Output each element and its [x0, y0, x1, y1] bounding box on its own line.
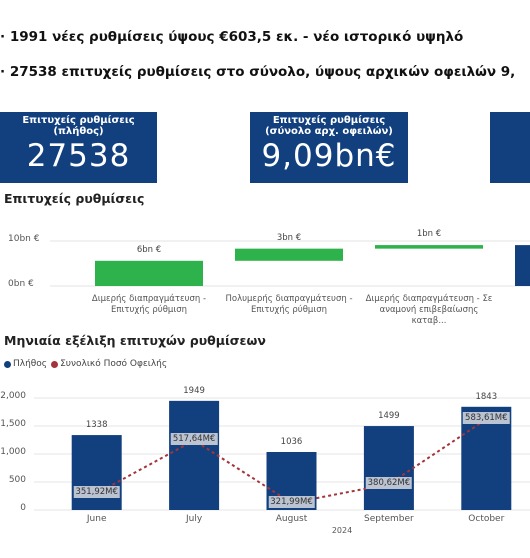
- kpi-card: Μ.ό33: [490, 112, 530, 183]
- y-tick-label: 1,500: [0, 419, 26, 429]
- value-label: 6bn €: [136, 244, 162, 255]
- legend-label: Πλήθος: [13, 359, 48, 369]
- bar: [235, 248, 343, 261]
- value-label: 1499: [378, 411, 400, 422]
- x-tick-label: Πολυμερής διαπραγμάτευση - Επιτυχής ρύθμ…: [225, 294, 353, 315]
- value-label: 1bn €: [416, 229, 442, 240]
- bar: [71, 435, 122, 510]
- value-label: 1949: [183, 385, 205, 396]
- section-title: Μηνιαία εξέλιξη επιτυχών ρυθμίσεων: [4, 333, 266, 348]
- y-tick-label: 0bn €: [8, 279, 34, 289]
- value-label: 3bn €: [276, 232, 302, 243]
- value-label: 1338: [85, 420, 108, 431]
- point-label: 583,61M€: [463, 412, 510, 425]
- value-label: 1843: [475, 391, 498, 402]
- x-tick-label: Διμερής διαπραγμάτευση - Επιτυχής ρύθμισ…: [91, 294, 207, 315]
- y-tick-label: 10bn €: [8, 234, 40, 244]
- point-label: 321,99M€: [268, 495, 315, 508]
- x-tick-label: July: [186, 514, 203, 524]
- kpi-title: Επιτυχείς ρυθμίσεις (πλήθος): [22, 115, 135, 137]
- legend-marker: [4, 360, 11, 368]
- kpi-card: Επιτυχείς ρυθμίσεις (σύνολο αρχ. οφειλών…: [250, 112, 408, 183]
- bar: [363, 426, 414, 510]
- kpi-card: Επιτυχείς ρυθμίσεις (πλήθος) 27538: [0, 112, 157, 183]
- x-tick-label: August: [275, 514, 308, 524]
- legend-marker: [51, 360, 59, 368]
- y-tick-label: 0: [20, 503, 26, 513]
- section-title: Επιτυχείς ρυθμίσεις: [4, 191, 145, 206]
- line: [96, 418, 487, 505]
- kpi-value: 27538: [26, 138, 131, 174]
- bullet: · 27538 επιτυχείς ρυθμίσεις στο σύνολο, …: [0, 64, 516, 80]
- bullet: · 1991 νέες ρυθμίσεις ύψους €603,5 εκ. -…: [0, 29, 464, 45]
- bar: [95, 260, 203, 286]
- bar: [169, 400, 220, 510]
- kpi-title: Μ.ό: [496, 115, 530, 126]
- point-label: 517,64M€: [170, 433, 218, 446]
- kpi-title: Επιτυχείς ρυθμίσεις (σύνολο αρχ. οφειλών…: [265, 115, 393, 137]
- kpi-value: 33: [490, 126, 530, 164]
- bar: [515, 245, 530, 286]
- y-tick-label: 2,000: [0, 391, 26, 401]
- point-label: 351,92M€: [73, 486, 120, 499]
- y-tick-label: 500: [8, 475, 26, 485]
- legend-label: Συνολικό Ποσό Οφειλής: [60, 359, 168, 369]
- x-tick-label: October: [468, 514, 505, 524]
- x-tick-label: June: [86, 514, 107, 524]
- kpi-value: 9,09bn€: [261, 138, 397, 174]
- y-tick-label: 1,000: [0, 447, 26, 457]
- point-label: 380,62M€: [365, 477, 413, 490]
- x-tick-label: Διμερής διαπραγμάτευση - Σε αναμονή επιβ…: [365, 294, 493, 326]
- legend: Πλήθος Συνολικό Ποσό Οφειλής: [4, 359, 167, 369]
- x-axis-title: 2024: [331, 526, 353, 535]
- bar: [375, 245, 483, 249]
- x-tick-label: September: [364, 514, 414, 524]
- value-label: 1036: [280, 436, 303, 447]
